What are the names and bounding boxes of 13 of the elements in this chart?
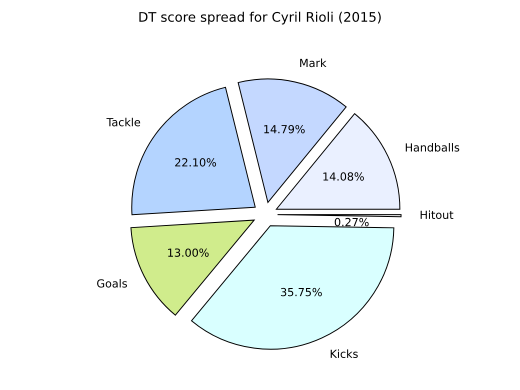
data-label: 14.08% [323, 172, 364, 181]
data-label: 13.00% [168, 248, 209, 257]
slice-label: Tackle [106, 118, 140, 126]
slice-label: Kicks [330, 349, 358, 358]
data-label: 14.79% [264, 124, 305, 134]
data-label: 0.27% [334, 218, 369, 226]
slice-label: Goals [97, 279, 128, 288]
slice-label: Handballs [406, 143, 460, 152]
slice-label: Hitout [420, 210, 454, 220]
chart-title: DT score spread for Cyril Rioli (2015) [139, 12, 381, 24]
data-label: 35.75% [280, 288, 322, 296]
slice-label: Mark [300, 58, 326, 68]
data-label: 22.10% [175, 158, 216, 167]
